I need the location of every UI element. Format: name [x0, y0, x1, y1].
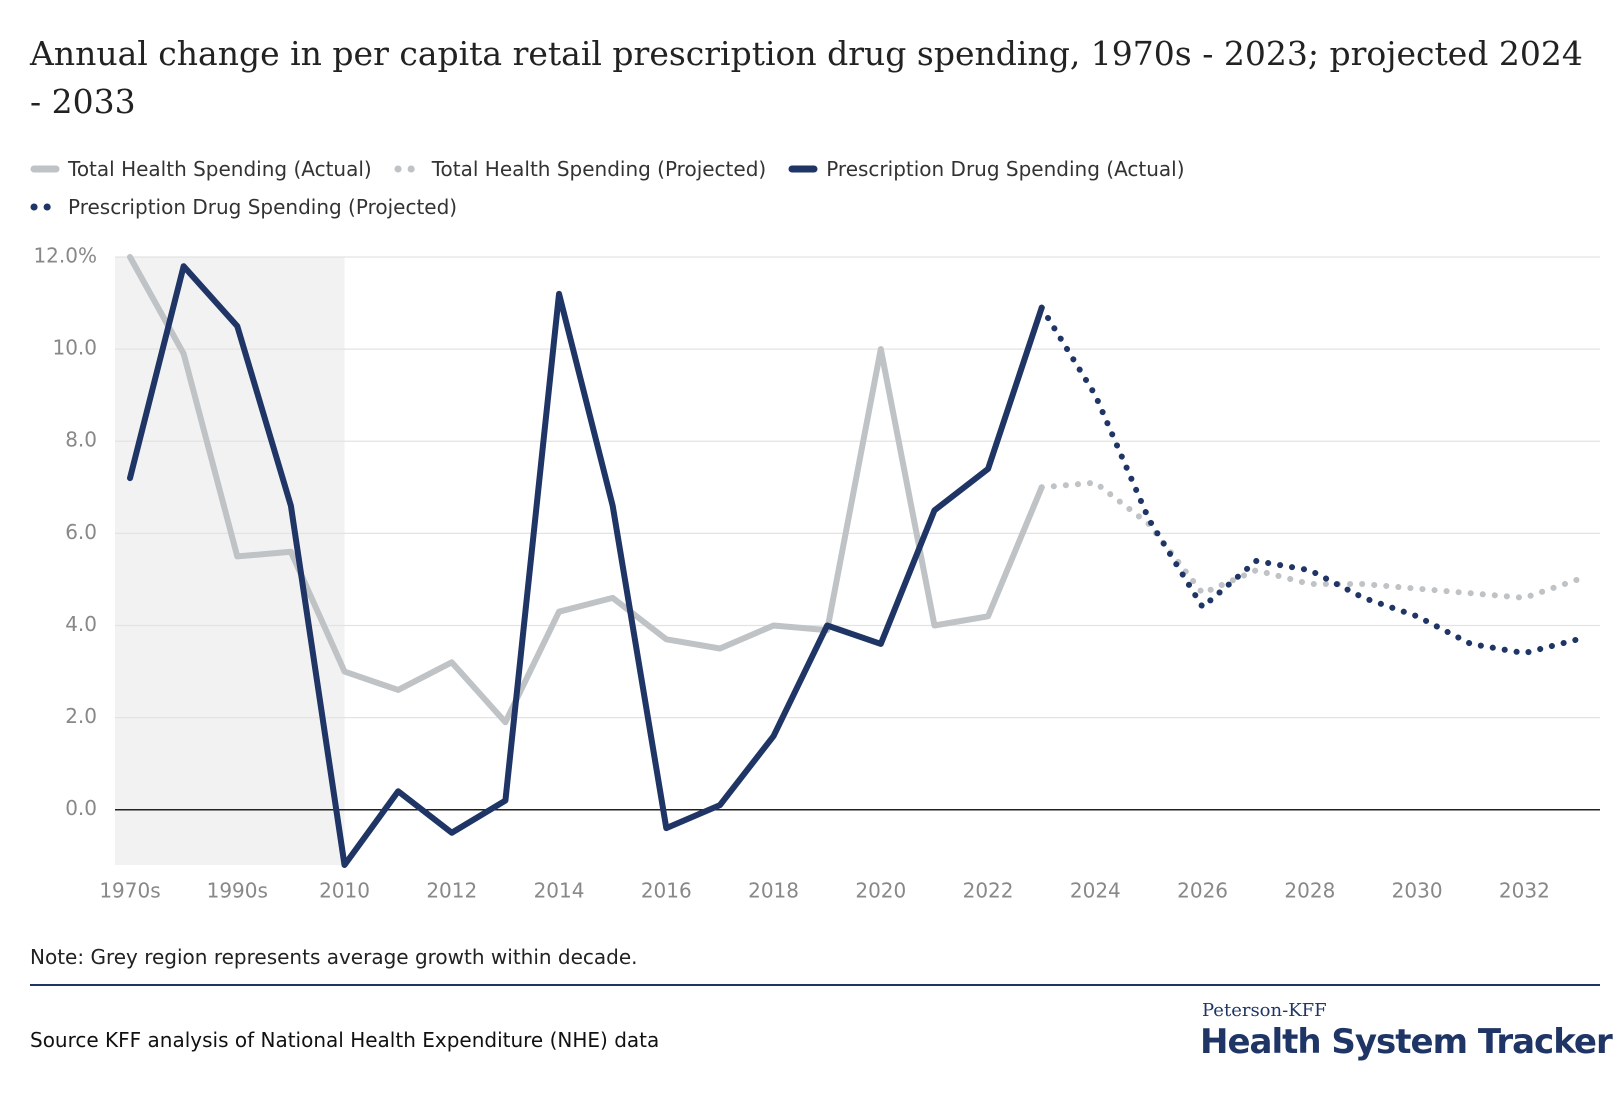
y-tick-label: 2.0 — [65, 704, 97, 728]
x-tick-label: 2018 — [748, 879, 799, 903]
note: Note: Grey region represents average gro… — [30, 945, 638, 969]
legend-label: Prescription Drug Spending (Actual) — [826, 157, 1185, 181]
x-tick-label: 2024 — [1070, 879, 1121, 903]
x-tick-label: 2012 — [426, 879, 477, 903]
decade-region — [115, 257, 345, 865]
legend-label: Prescription Drug Spending (Projected) — [68, 195, 458, 219]
legend-item: Total Health Spending (Actual) — [30, 150, 372, 188]
divider — [30, 984, 1600, 986]
x-tick-label: 2026 — [1177, 879, 1228, 903]
y-tick-label: 0.0 — [65, 796, 97, 820]
legend-swatch — [394, 165, 424, 173]
y-tick-label: 12.0% — [33, 244, 97, 268]
legend-item: Prescription Drug Spending (Actual) — [788, 150, 1185, 188]
legend-item: Prescription Drug Spending (Projected) — [30, 188, 457, 226]
x-tick-label: 2010 — [319, 879, 370, 903]
y-tick-label: 8.0 — [65, 428, 97, 452]
chart: 0.0 2.0 4.0 6.0 8.0 10.0 12.0% 1970s 1990s 2010 20… — [33, 244, 1600, 903]
series-line — [127, 263, 1045, 868]
y-tick-label: 6.0 — [65, 520, 97, 544]
x-tick-label: 2030 — [1392, 879, 1443, 903]
chart-title: Annual change in per capita retail presc… — [30, 34, 1583, 121]
legend-label: Total Health Spending (Actual) — [68, 157, 372, 181]
legend-swatch — [30, 165, 60, 173]
series-line — [1038, 479, 1581, 601]
series-line — [1038, 304, 1581, 657]
x-tick-label: 2016 — [641, 879, 692, 903]
logo-top: Peterson-KFF — [1202, 1000, 1327, 1021]
y-tick-label: 10.0 — [52, 336, 97, 360]
legend-swatch — [30, 203, 60, 211]
x-tick-label: 2032 — [1499, 879, 1550, 903]
x-tick-label: 2014 — [534, 879, 585, 903]
legend: Total Health Spending (Actual) Total Heal… — [30, 150, 1590, 226]
legend-item: Total Health Spending (Projected) — [394, 150, 766, 188]
source: Source KFF analysis of National Health E… — [30, 1028, 660, 1052]
y-tick-label: 4.0 — [65, 612, 97, 636]
legend-label: Total Health Spending (Projected) — [431, 157, 767, 181]
x-tick-label: 1990s — [207, 879, 268, 903]
logo-bottom: Health System Tracker — [1200, 1022, 1613, 1062]
series-line — [127, 254, 1045, 726]
x-tick-label: 2022 — [963, 879, 1014, 903]
x-tick-label: 1970s — [99, 879, 160, 903]
x-tick-label: 2028 — [1284, 879, 1335, 903]
x-tick-label: 2020 — [855, 879, 906, 903]
legend-swatch — [788, 165, 818, 173]
